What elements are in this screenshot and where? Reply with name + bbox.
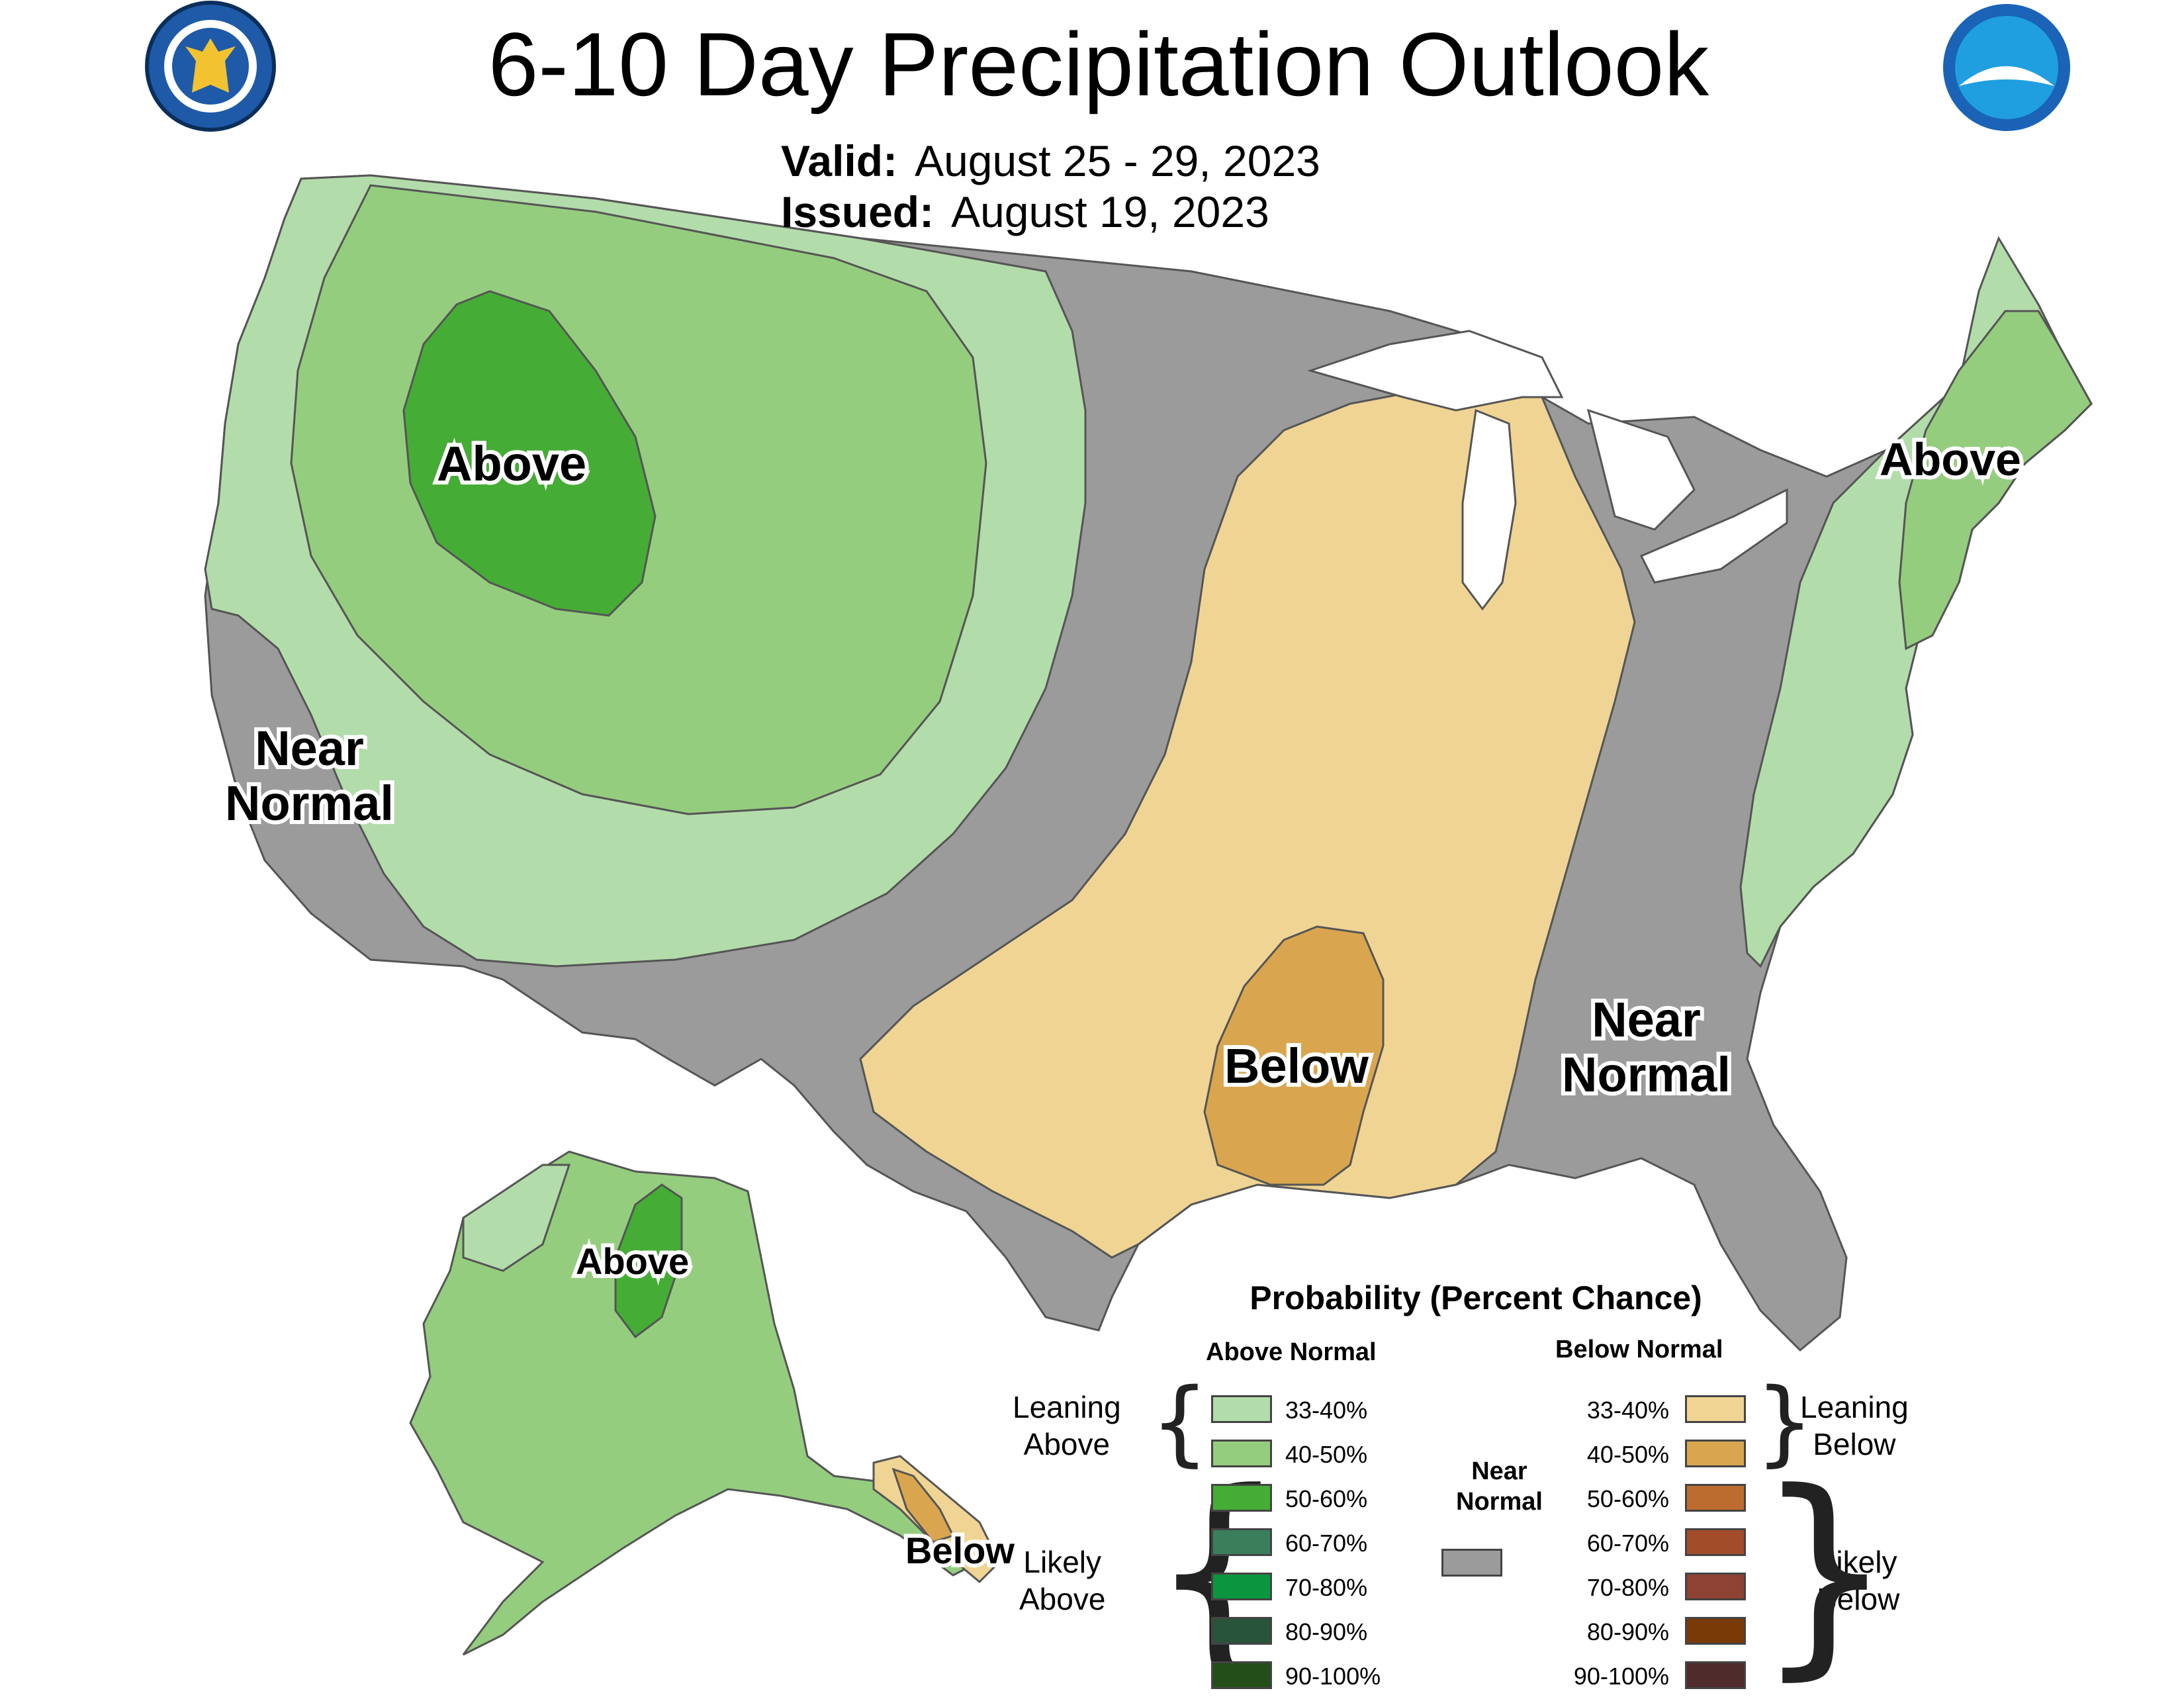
- legend-above-swatch: [1211, 1395, 1272, 1423]
- legend-above-swatch: [1211, 1573, 1272, 1600]
- region-label-alaska-below: Below: [901, 1526, 1019, 1575]
- alaska-below-40-50-region: [891, 1467, 955, 1543]
- great-lakes: [1306, 330, 1788, 611]
- legend-above-range-label: 70-80%: [1285, 1574, 1368, 1601]
- legend-brace-leaning-above: {: [1150, 1369, 1210, 1477]
- page-title: 6-10 Day Precipitation Outlook: [488, 14, 1709, 115]
- legend-likely-below: Likely Below: [1817, 1545, 1900, 1616]
- legend-above-range-label: 90-100%: [1285, 1663, 1381, 1690]
- legend-below-range-label: 90-100%: [1573, 1663, 1669, 1690]
- noaa-bird-icon: [1959, 66, 2054, 86]
- region-label-southeast-near-normal: Near Normal: [1558, 988, 1735, 1106]
- eagle-seal-icon: [185, 38, 236, 93]
- legend-above-swatch: [1211, 1440, 1272, 1467]
- issued-value: August 19, 2023: [951, 187, 1269, 236]
- legend-below-swatch: [1685, 1661, 1746, 1689]
- region-label-west-near-normal: Near Normal: [221, 717, 398, 835]
- legend-title: Probability (Percent Chance): [1250, 1279, 1702, 1316]
- region-label-south-below: Below: [1220, 1034, 1373, 1097]
- department-of-commerce-seal: [145, 1, 276, 132]
- legend-above-range-label: 40-50%: [1285, 1441, 1368, 1468]
- central-leaning-below-region: [859, 383, 1636, 1259]
- legend-below-range-label: 33-40%: [1586, 1397, 1669, 1424]
- valid-label: Valid:: [781, 136, 898, 185]
- legend-leaning-below: Leaning Below: [1800, 1390, 1909, 1461]
- legend-brace-likely-below: }: [1755, 1445, 1894, 1699]
- legend-above-header: Above Normal: [1206, 1338, 1377, 1366]
- legend-above-swatch: [1211, 1661, 1272, 1689]
- legend-above-swatch: [1211, 1528, 1272, 1556]
- legend-below-swatch: [1685, 1528, 1746, 1556]
- legend-near-normal-swatch: [1441, 1549, 1502, 1577]
- legend-above-range-label: 60-70%: [1285, 1530, 1368, 1557]
- legend-above-range-label: 50-60%: [1285, 1485, 1368, 1512]
- legend-brace-leaning-below: }: [1755, 1369, 1815, 1477]
- legend-above-swatch: [1211, 1484, 1272, 1512]
- region-label-northeast-above: Above: [1876, 430, 2025, 489]
- legend-near-normal-label: Near Normal: [1456, 1457, 1543, 1516]
- legend-above-swatch: [1211, 1617, 1272, 1645]
- valid-dates: Valid: August 25 - 29, 2023: [781, 136, 1320, 186]
- legend-below-range-label: 80-90%: [1586, 1618, 1669, 1645]
- legend-below-swatch: [1685, 1440, 1746, 1467]
- legend-below-swatch: [1685, 1573, 1746, 1600]
- legend-above-range-label: 80-90%: [1285, 1618, 1368, 1645]
- alaska-above-50-60-region: [614, 1183, 683, 1339]
- valid-value: August 25 - 29, 2023: [915, 136, 1320, 185]
- legend-likely-above: Likely Above: [1019, 1545, 1106, 1616]
- noaa-logo: [1943, 4, 2070, 131]
- legend-below-range-label: 40-50%: [1586, 1441, 1669, 1468]
- legend-below-swatch: [1685, 1484, 1746, 1512]
- legend-below-range-label: 50-60%: [1586, 1485, 1669, 1512]
- region-label-west-above: Above: [433, 432, 590, 495]
- legend-below-swatch: [1685, 1617, 1746, 1645]
- issued-date: Issued: August 19, 2023: [781, 187, 1269, 237]
- issued-label: Issued:: [781, 187, 934, 236]
- legend-above-range-label: 33-40%: [1285, 1397, 1368, 1424]
- region-label-alaska-above: Above: [572, 1236, 693, 1285]
- legend-below-range-label: 60-70%: [1586, 1530, 1669, 1557]
- legend-leaning-above: Leaning Above: [1013, 1390, 1121, 1461]
- legend-below-header: Below Normal: [1555, 1336, 1723, 1363]
- legend-below-range-label: 70-80%: [1586, 1574, 1669, 1601]
- legend-below-swatch: [1685, 1395, 1746, 1423]
- alaska-leaning-above-region: [462, 1164, 571, 1272]
- south-below-40-50-region: [1203, 925, 1385, 1186]
- alaska-above-40-50-region: [409, 1150, 981, 1656]
- northeast-above-40-50-region: [1898, 310, 2093, 651]
- west-above-50-60-region: [402, 290, 657, 617]
